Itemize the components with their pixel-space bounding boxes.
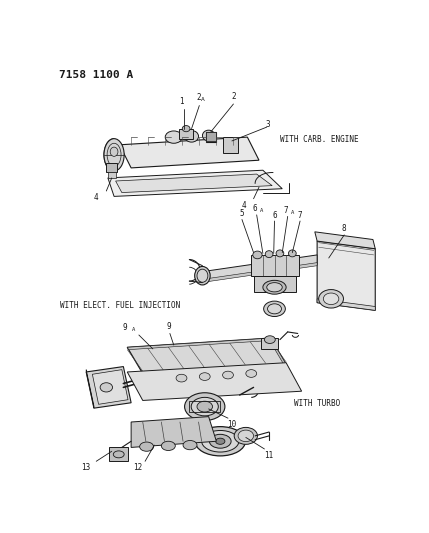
Polygon shape (317, 299, 375, 310)
Text: 6: 6 (272, 211, 277, 220)
Ellipse shape (182, 126, 190, 132)
Ellipse shape (110, 147, 118, 156)
Text: 2: 2 (232, 92, 236, 101)
Ellipse shape (161, 441, 175, 450)
Ellipse shape (165, 131, 182, 143)
Ellipse shape (100, 383, 112, 392)
Ellipse shape (234, 427, 257, 445)
Text: A: A (260, 208, 263, 213)
Ellipse shape (199, 373, 210, 381)
Polygon shape (269, 338, 286, 366)
Polygon shape (317, 241, 375, 310)
Ellipse shape (319, 289, 344, 308)
Polygon shape (108, 170, 282, 196)
Text: A: A (291, 210, 294, 215)
Ellipse shape (176, 374, 187, 382)
Text: 7: 7 (298, 211, 302, 220)
Text: WITH TURBO: WITH TURBO (294, 399, 340, 408)
Text: 6: 6 (253, 204, 257, 213)
Ellipse shape (183, 440, 197, 450)
Text: A: A (132, 327, 135, 332)
Ellipse shape (140, 442, 154, 451)
Bar (179, 128, 193, 140)
Ellipse shape (288, 250, 296, 257)
Ellipse shape (276, 250, 284, 257)
Ellipse shape (264, 301, 285, 317)
Text: 12: 12 (133, 463, 142, 472)
Ellipse shape (209, 434, 231, 448)
Ellipse shape (113, 451, 124, 458)
Ellipse shape (238, 430, 254, 442)
Polygon shape (131, 417, 216, 447)
Ellipse shape (263, 280, 286, 294)
Text: 13: 13 (82, 463, 91, 472)
Text: 9: 9 (123, 323, 127, 332)
Polygon shape (116, 174, 272, 192)
Text: 4: 4 (241, 201, 246, 210)
Ellipse shape (184, 393, 225, 421)
Text: 4: 4 (94, 193, 99, 203)
Bar (254, 277, 296, 292)
Text: 3: 3 (266, 120, 271, 130)
Polygon shape (86, 367, 131, 408)
Ellipse shape (216, 438, 225, 445)
Bar (109, 447, 128, 461)
Ellipse shape (265, 251, 273, 257)
Polygon shape (86, 370, 94, 408)
Bar (223, 137, 238, 152)
Polygon shape (127, 338, 286, 374)
Text: 2: 2 (196, 93, 201, 102)
Bar (206, 133, 216, 141)
Text: 11: 11 (264, 450, 273, 459)
Text: 7158 1100 A: 7158 1100 A (59, 70, 133, 80)
Ellipse shape (202, 431, 239, 452)
Ellipse shape (268, 304, 281, 314)
Bar (106, 163, 117, 172)
Ellipse shape (191, 398, 218, 416)
Text: 8: 8 (342, 224, 347, 233)
Bar (108, 172, 116, 178)
Text: 9: 9 (166, 322, 171, 331)
Polygon shape (127, 363, 302, 400)
Bar (261, 338, 278, 349)
Ellipse shape (253, 251, 262, 259)
Ellipse shape (202, 130, 215, 141)
Text: 7: 7 (284, 206, 288, 215)
Ellipse shape (197, 269, 208, 282)
Polygon shape (201, 255, 317, 281)
Ellipse shape (323, 293, 339, 304)
Text: 10: 10 (227, 419, 236, 429)
Ellipse shape (267, 282, 282, 292)
Text: 5: 5 (240, 209, 244, 218)
Ellipse shape (246, 370, 257, 377)
Ellipse shape (104, 139, 124, 171)
Ellipse shape (197, 401, 212, 412)
Polygon shape (127, 338, 272, 350)
Polygon shape (315, 232, 375, 249)
Bar (205, 132, 216, 142)
Ellipse shape (264, 336, 275, 343)
Polygon shape (92, 370, 128, 405)
Text: 1: 1 (179, 96, 184, 106)
Ellipse shape (195, 266, 210, 285)
Text: WITH ELECT. FUEL INJECTION: WITH ELECT. FUEL INJECTION (60, 301, 180, 310)
Polygon shape (120, 137, 259, 168)
Ellipse shape (195, 426, 245, 456)
Polygon shape (201, 263, 317, 282)
Bar (189, 401, 220, 412)
Ellipse shape (184, 131, 199, 142)
Ellipse shape (223, 371, 233, 379)
Bar (251, 255, 299, 277)
Text: WITH CARB. ENGINE: WITH CARB. ENGINE (280, 135, 359, 144)
Text: A: A (201, 98, 205, 102)
